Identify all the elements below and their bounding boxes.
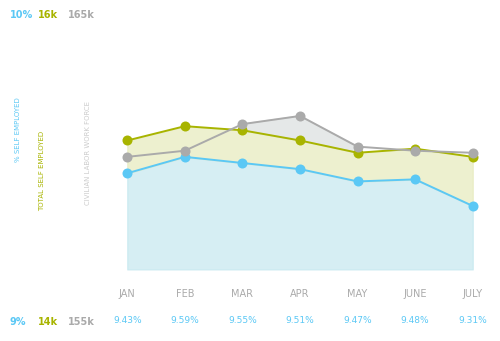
Point: [181, 154, 189, 160]
Text: 9.51%: 9.51%: [286, 316, 314, 325]
Point: [238, 160, 246, 166]
Text: % SELF EMPLOYED: % SELF EMPLOYED: [14, 97, 20, 162]
Point: [354, 150, 362, 155]
Point: [468, 203, 476, 209]
Text: 9.47%: 9.47%: [344, 316, 372, 325]
Text: 9.43%: 9.43%: [113, 316, 141, 325]
Text: 9.48%: 9.48%: [401, 316, 430, 325]
Point: [411, 146, 419, 151]
Point: [468, 150, 476, 155]
Text: 9%: 9%: [10, 317, 26, 327]
Point: [296, 166, 304, 172]
Text: 165k: 165k: [68, 10, 94, 20]
Text: 9.59%: 9.59%: [170, 316, 199, 325]
Text: 14k: 14k: [38, 317, 58, 327]
Point: [354, 179, 362, 184]
Point: [354, 144, 362, 149]
Point: [411, 148, 419, 153]
Point: [468, 154, 476, 160]
Point: [296, 113, 304, 119]
Text: 9.31%: 9.31%: [458, 316, 487, 325]
Point: [238, 128, 246, 133]
Point: [181, 123, 189, 129]
Text: 16k: 16k: [38, 10, 58, 20]
Point: [238, 121, 246, 127]
Point: [411, 177, 419, 182]
Point: [181, 148, 189, 153]
Point: [124, 138, 132, 143]
Text: CIVILIAN LABOR WORK FORCE: CIVILIAN LABOR WORK FORCE: [84, 102, 90, 205]
Text: 155k: 155k: [68, 317, 94, 327]
Point: [124, 154, 132, 160]
Text: TOTAL SELF EMPLOYED: TOTAL SELF EMPLOYED: [40, 131, 46, 210]
Point: [296, 138, 304, 143]
Text: 10%: 10%: [10, 10, 33, 20]
Point: [124, 170, 132, 176]
Text: 9.55%: 9.55%: [228, 316, 257, 325]
